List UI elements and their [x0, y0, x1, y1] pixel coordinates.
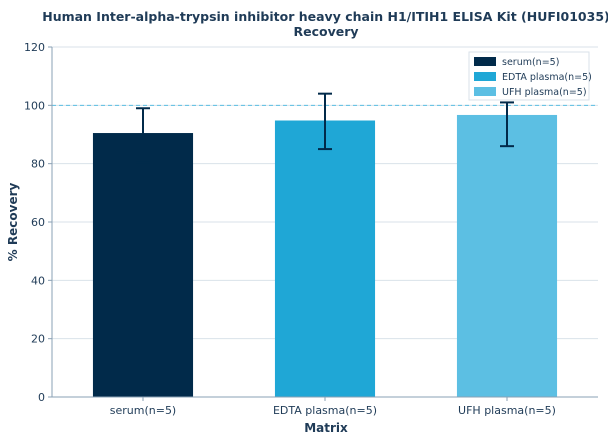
bar-layer: [92, 114, 558, 397]
x-tick-label: EDTA plasma(n=5): [273, 404, 377, 417]
y-tick-label: 60: [31, 216, 45, 229]
chart-title-line2: Recovery: [293, 24, 358, 39]
x-axis-title: Matrix: [304, 421, 348, 435]
y-tick-label: 0: [38, 391, 45, 404]
error-bar: [318, 92, 332, 151]
x-tick-labels: serum(n=5) EDTA plasma(n=5) UFH plasma(n=5…: [110, 397, 556, 417]
legend-label: UFH plasma(n=5): [502, 87, 587, 98]
bar: [92, 133, 194, 397]
legend: serum(n=5) EDTA plasma(n=5) UFH plasma(n=5…: [468, 51, 592, 101]
error-bar: [136, 107, 150, 164]
y-tick-label: 20: [31, 333, 45, 346]
bar: [274, 120, 376, 397]
chart-title-line1: Human Inter-alpha-trypsin inhibitor heav…: [42, 9, 608, 24]
legend-label: serum(n=5): [502, 57, 559, 68]
error-bar-layer: [136, 92, 514, 164]
error-bar: [500, 101, 514, 148]
y-tick-label: 40: [31, 274, 45, 287]
y-tick-label: 120: [24, 41, 45, 54]
y-axis-title: % Recovery: [6, 183, 20, 262]
legend-items: serum(n=5) EDTA plasma(n=5) UFH plasma(n=5…: [474, 57, 592, 98]
legend-label: EDTA plasma(n=5): [502, 72, 592, 83]
legend-swatch: [474, 87, 496, 96]
bar: [456, 114, 558, 397]
y-tick-labels: 0 20 40 60 80 100 120: [24, 41, 52, 404]
x-tick-label: UFH plasma(n=5): [458, 404, 556, 417]
legend-swatch: [474, 57, 496, 66]
y-tick-label: 80: [31, 158, 45, 171]
legend-swatch: [474, 72, 496, 81]
x-tick-label: serum(n=5): [110, 404, 176, 417]
y-tick-label: 100: [24, 99, 45, 112]
